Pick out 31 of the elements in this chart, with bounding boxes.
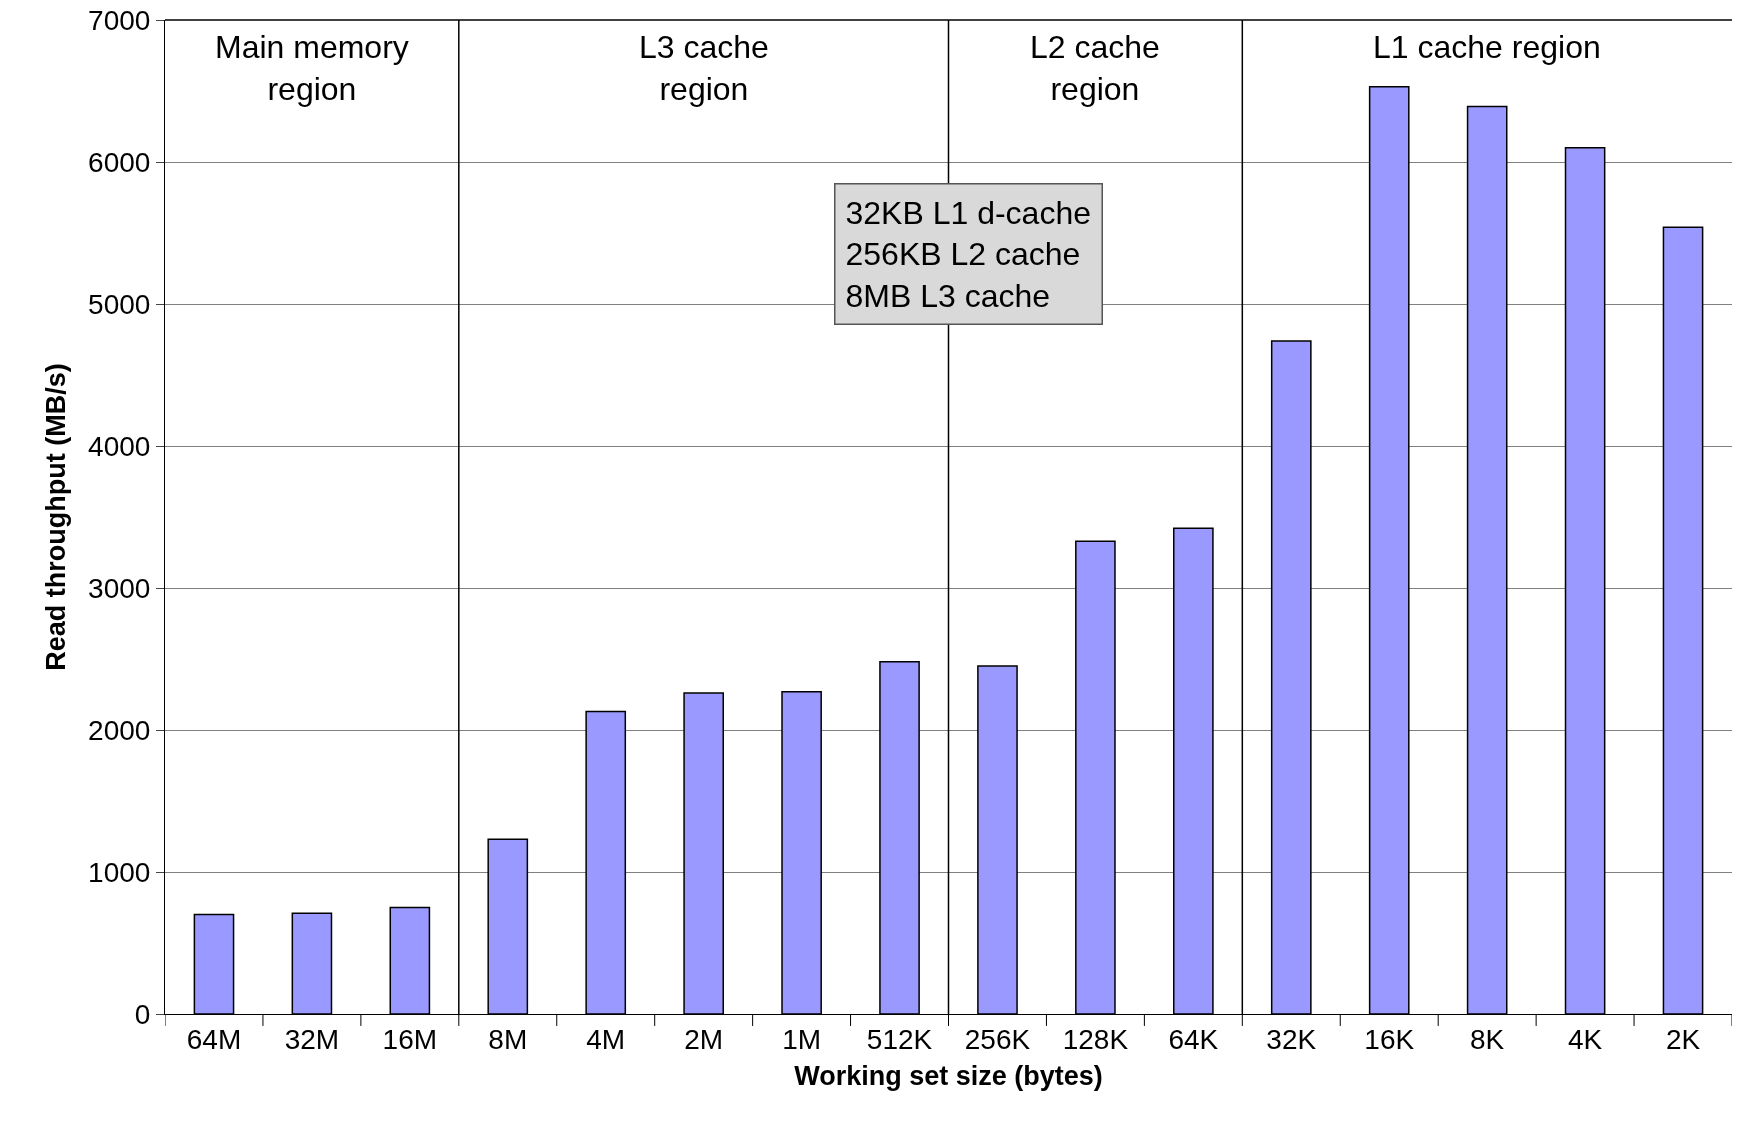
y-axis-title: Read throughput (MB/s) [41, 363, 72, 671]
y-tick-label: 2000 [88, 714, 151, 746]
x-tick-label: 128K [1062, 1023, 1129, 1055]
y-tick-label: 0 [134, 998, 151, 1030]
x-tick-label: 2K [1665, 1023, 1701, 1055]
x-axis-title: Working set size (bytes) [794, 1061, 1103, 1091]
annotation: 32KB L1 d-cache 256KB L2 cache 8MB L3 cache [845, 194, 1091, 314]
x-tick-label: 64M [186, 1023, 242, 1055]
x-tick-label: 16K [1364, 1023, 1415, 1055]
x-tick-label: 8K [1470, 1023, 1505, 1055]
x-tick-label: 4M [586, 1023, 626, 1055]
y-tick-label: 3000 [88, 572, 151, 604]
y-tick-label: 4000 [88, 430, 151, 462]
y-tick-label: 6000 [88, 146, 151, 178]
annotation: L1 cache region [1373, 29, 1601, 65]
annotation: L2 cache region [1030, 29, 1160, 107]
x-tick-label: 512K [866, 1023, 933, 1055]
x-tick-label: 8M [488, 1023, 528, 1055]
annotation: L3 cache region [639, 29, 769, 107]
x-tick-label: 64K [1168, 1023, 1219, 1055]
x-tick-label: 1M [782, 1023, 822, 1055]
y-tick-label: 5000 [88, 288, 151, 320]
x-tick-label: 256K [964, 1023, 1031, 1055]
x-tick-label: 4K [1567, 1023, 1603, 1055]
y-tick-label: 1000 [88, 856, 151, 888]
x-tick-label: 2M [684, 1023, 724, 1055]
x-tick-label: 32M [284, 1023, 340, 1055]
y-tick-label: 7000 [88, 4, 151, 36]
annotation: Main memory region [215, 29, 409, 107]
x-tick-label: 32K [1266, 1023, 1317, 1055]
x-tick-label: 16M [382, 1023, 438, 1055]
